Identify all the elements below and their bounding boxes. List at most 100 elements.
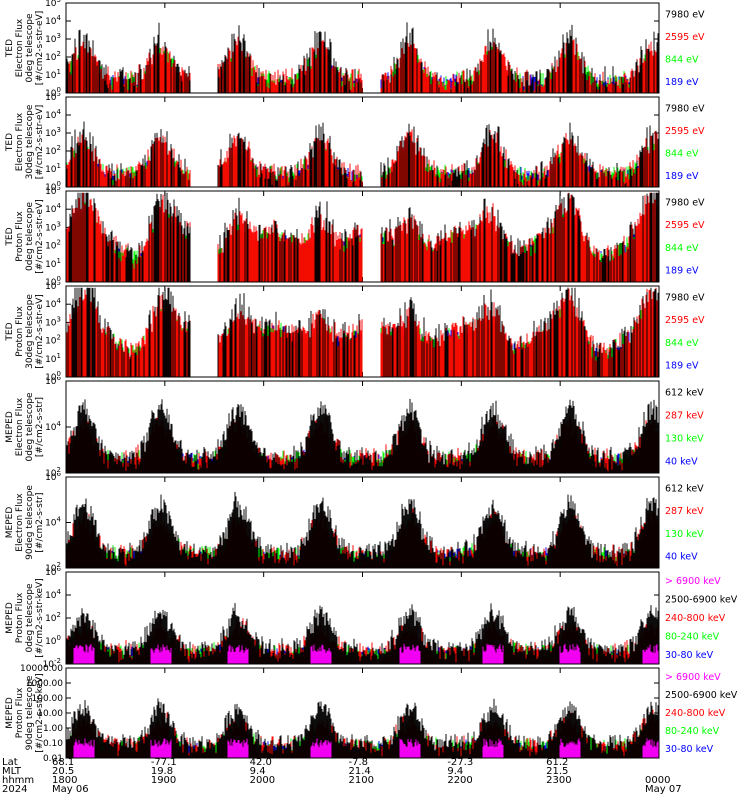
ylabel-line: 30deg telescope xyxy=(25,294,35,369)
ylabel-line: Electron Flux xyxy=(15,397,25,456)
ytick-label: 102 xyxy=(45,50,61,63)
ytick-label: 106 xyxy=(45,473,61,483)
ytick-label: 102 xyxy=(45,334,61,347)
tick-hhmm: 2100 xyxy=(348,775,374,786)
legend-entry: 2595 eV xyxy=(665,220,705,231)
ylabel-line: MEPED xyxy=(5,411,15,443)
legend-entry: 2595 eV xyxy=(665,315,705,326)
series-line xyxy=(66,192,659,282)
chart-panel-6: MEPED Electron Flux 90deg telescope [#/cm2-… xyxy=(5,473,704,574)
series-line xyxy=(66,491,659,568)
legend-entry: > 6900 keV xyxy=(665,672,721,683)
series-group xyxy=(66,287,659,377)
ylabel-line: TED xyxy=(5,322,15,341)
legend-entry: 30-80 keV xyxy=(665,744,714,755)
legend-entry: 130 keV xyxy=(665,529,704,540)
tick-mlt: 9.4 xyxy=(447,766,464,777)
ylabel-line: [#/cm2-s-str-eV] xyxy=(35,11,45,86)
chart-panel-1: TED Electron Flux 0deg telescope [#/cm2-s-s… xyxy=(5,0,705,99)
tick-lat: -27.3 xyxy=(447,757,474,768)
series-group xyxy=(66,121,659,187)
ylabel-line: Proton Flux xyxy=(15,306,25,357)
ylabel-line: MEPED xyxy=(5,602,15,634)
tick-hhmm: 1900 xyxy=(150,775,177,786)
ylabel-line: Proton Flux xyxy=(15,592,25,643)
legend-entry: 40 keV xyxy=(665,457,698,468)
ylabel-line: 0deg telescope xyxy=(25,202,35,272)
tick-date: May 07 xyxy=(645,784,682,795)
ytick-label: 0.10 xyxy=(43,739,63,749)
tick-lat: 42.0 xyxy=(249,757,272,768)
legend-entry: 287 keV xyxy=(665,506,704,517)
ytick-label: 103 xyxy=(45,126,61,139)
legend-entry: 130 keV xyxy=(665,434,704,445)
row-label-lat: Lat xyxy=(2,757,18,768)
ylabel-line: 90deg telescope xyxy=(25,485,35,560)
ytick-label: 1000.00 xyxy=(26,679,63,689)
series-line xyxy=(66,603,659,664)
legend-entry: 189 eV xyxy=(665,361,699,372)
ylabel-line: [#/cm2-s-str-eV] xyxy=(35,105,45,180)
legend-entry: 7980 eV xyxy=(665,103,705,114)
ylabel-line: MEPED xyxy=(5,697,15,729)
tick-hhmm: 1800 xyxy=(52,775,78,786)
ylabel-line: [#/cm2-s-str] xyxy=(35,397,45,457)
legend-entry: 844 eV xyxy=(665,243,699,254)
ylabel-line: [#/cm2-s-str-keV] xyxy=(35,673,45,752)
ytick-label: 10000.00 xyxy=(20,664,63,674)
row-label-hhmm: hhmm xyxy=(2,775,35,786)
ytick-label: 102 xyxy=(45,144,61,157)
ytick-label: 0.01 xyxy=(43,754,63,764)
ylabel-line: TED xyxy=(5,133,15,152)
tick-hhmm: 0000 xyxy=(645,775,671,786)
legend-entry: 7980 eV xyxy=(665,197,705,208)
legend-entry: 844 eV xyxy=(665,338,699,349)
ytick-label: 104 xyxy=(45,588,61,601)
series-group xyxy=(66,192,659,282)
legend-entry: 2500-6900 keV xyxy=(665,595,738,606)
ytick-label: 104 xyxy=(45,516,61,529)
ytick-label: 103 xyxy=(45,32,61,45)
ylabel-line: MEPED xyxy=(5,507,15,539)
ylabel-line: Proton Flux xyxy=(15,687,25,738)
tick-mlt: 21.4 xyxy=(348,766,371,777)
legend-entry: 287 keV xyxy=(665,411,704,422)
ytick-label: 106 xyxy=(45,377,61,387)
ytick-label: 10.00 xyxy=(37,709,63,719)
series-group xyxy=(66,603,659,664)
legend-entry: 2595 eV xyxy=(665,126,705,137)
legend-entry: 189 eV xyxy=(665,171,699,182)
ylabel-line: Proton Flux xyxy=(15,211,25,262)
ytick-label: 105 xyxy=(45,93,61,103)
series-line xyxy=(66,698,659,758)
ytick-label: 104 xyxy=(45,420,61,433)
legend-entry: 844 eV xyxy=(665,54,699,65)
ylabel-line: [#/cm2-s-str] xyxy=(35,492,45,552)
ytick-label: 104 xyxy=(45,108,61,121)
tick-date: May 06 xyxy=(52,784,89,795)
legend-entry: 40 keV xyxy=(665,552,698,563)
time-axis-footer: Lat MLT hhmm 2024 68.1 20.5 1800 May 06 -77.… xyxy=(0,758,750,800)
ylabel-line: TED xyxy=(5,227,15,246)
ytick-label: 102 xyxy=(45,611,61,624)
tick-hhmm: 2300 xyxy=(546,775,572,786)
ylabel-line: 30deg telescope xyxy=(25,104,35,179)
chart-panel-8: MEPED Proton Flux 90deg telescope [#/cm2-s-… xyxy=(5,664,738,764)
ytick-label: 100 xyxy=(45,634,61,647)
ytick-label: 105 xyxy=(45,0,61,9)
chart-panel-3: TED Proton Flux 0deg telescope [#/cm2-s-str… xyxy=(5,187,705,288)
series-line xyxy=(73,738,659,758)
ylabel-line: [#/cm2-s-str-keV] xyxy=(35,578,45,657)
series-line xyxy=(73,643,659,664)
legend-entry: 240-800 keV xyxy=(665,708,726,719)
series-line xyxy=(66,121,659,187)
ylabel-line: TED xyxy=(5,39,15,58)
ytick-label: 101 xyxy=(45,257,61,270)
ylabel-line: Electron Flux xyxy=(15,18,25,77)
ylabel-line: 90deg telescope xyxy=(25,675,35,750)
ytick-label: 104 xyxy=(45,297,61,310)
legend-entry: 189 eV xyxy=(665,266,699,277)
tick-lat: -7.8 xyxy=(348,757,369,768)
chart-panel-5: MEPED Electron Flux 0deg telescope [#/cm2-s… xyxy=(5,377,704,479)
